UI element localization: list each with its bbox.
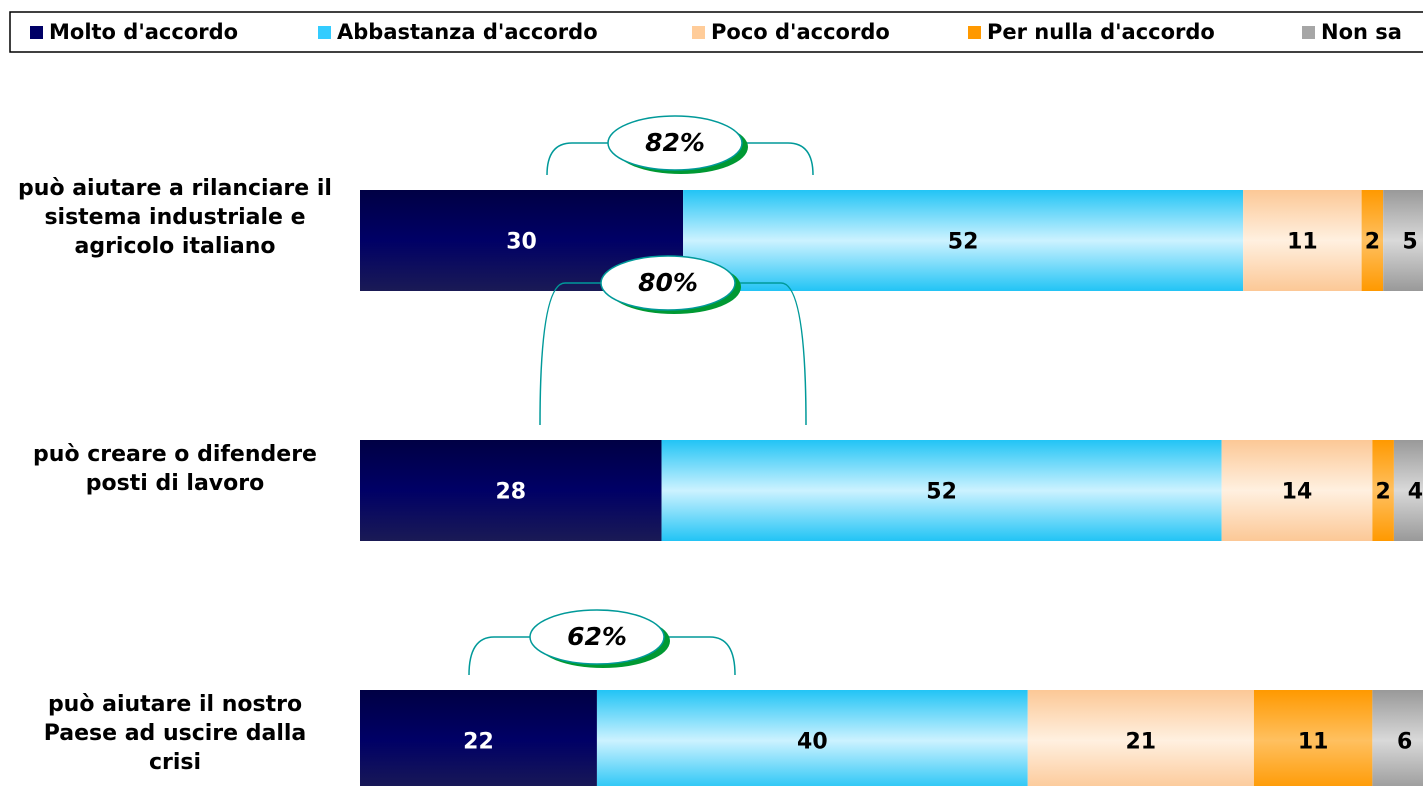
bar-segment: [1383, 190, 1423, 291]
data-label: 2: [1375, 480, 1390, 505]
data-label: 4: [1408, 480, 1423, 505]
category-label: può aiutare il nostro Paese ad uscire da…: [43, 692, 307, 775]
annotation: 82%: [645, 128, 705, 157]
bar-segment: [661, 440, 1222, 541]
data-label: 2: [1365, 230, 1380, 255]
bubble: [529, 609, 665, 665]
legend-label: Poco d'accordo: [711, 20, 890, 44]
annotation: 80%: [638, 268, 698, 297]
data-label: 6: [1397, 730, 1412, 755]
legend-swatch: [692, 26, 705, 39]
bubble: [600, 255, 736, 311]
legend-swatch: [1302, 26, 1315, 39]
annotation: 62%: [567, 622, 627, 651]
legend-label: Non sa: [1321, 20, 1402, 44]
category-label: può creare o difendere posti di lavoro: [33, 442, 317, 496]
bar-segment: [683, 190, 1244, 291]
data-label: 30: [506, 230, 537, 255]
bar-segment: [1372, 690, 1423, 786]
data-label: 21: [1126, 730, 1157, 755]
data-label: 11: [1298, 730, 1329, 755]
bar-segment: [1253, 690, 1373, 786]
data-label: 14: [1282, 480, 1313, 505]
bar-segment: [360, 690, 597, 786]
data-label: 28: [495, 480, 526, 505]
bar-segment: [1393, 440, 1423, 541]
bar-segment: [360, 440, 662, 541]
legend-label: Molto d'accordo: [49, 20, 238, 44]
legend-box: [9, 11, 1423, 53]
legend-swatch: [968, 26, 981, 39]
legend-label: Abbastanza d'accordo: [337, 20, 598, 44]
data-label: 40: [797, 730, 828, 755]
data-label: 52: [926, 480, 957, 505]
bar-segment: [1372, 440, 1394, 541]
data-label: 22: [463, 730, 494, 755]
bar-segment: [1027, 690, 1254, 786]
legend-swatch: [30, 26, 43, 39]
bar-segment: [1243, 190, 1362, 291]
legend-swatch: [318, 26, 331, 39]
bar-segment: [1361, 190, 1384, 291]
legend-label: Per nulla d'accordo: [987, 20, 1215, 44]
category-label: può aiutare a rilanciare il sistema indu…: [18, 176, 332, 259]
data-label: 11: [1287, 230, 1318, 255]
data-label: 5: [1402, 230, 1417, 255]
bar-segment: [596, 690, 1028, 786]
bar-segment: [1221, 440, 1373, 541]
bubble: [607, 115, 743, 171]
data-label: 52: [948, 230, 979, 255]
